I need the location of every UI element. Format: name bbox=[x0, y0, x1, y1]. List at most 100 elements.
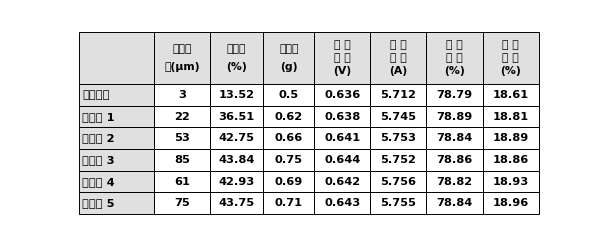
Bar bbox=[154, 106, 210, 127]
Bar bbox=[263, 106, 314, 127]
Text: 78.89: 78.89 bbox=[436, 112, 472, 122]
Bar bbox=[427, 193, 483, 214]
Bar bbox=[314, 149, 370, 171]
Text: 电 流: 电 流 bbox=[390, 53, 407, 63]
Text: 5.752: 5.752 bbox=[380, 155, 416, 165]
Text: 61: 61 bbox=[174, 177, 190, 187]
Text: 转 换: 转 换 bbox=[502, 40, 519, 50]
Bar bbox=[483, 106, 538, 127]
Text: 18.89: 18.89 bbox=[492, 133, 529, 143]
Text: 实施例 2: 实施例 2 bbox=[82, 133, 115, 143]
Bar bbox=[370, 149, 427, 171]
Text: 0.643: 0.643 bbox=[325, 198, 361, 208]
Bar bbox=[483, 84, 538, 106]
Bar bbox=[210, 84, 263, 106]
Bar bbox=[370, 106, 427, 127]
Bar bbox=[427, 127, 483, 149]
Text: 0.641: 0.641 bbox=[325, 133, 361, 143]
Text: 0.71: 0.71 bbox=[275, 198, 303, 208]
Bar bbox=[263, 171, 314, 193]
Text: 18.93: 18.93 bbox=[492, 177, 529, 187]
Text: 效 率: 效 率 bbox=[502, 53, 519, 63]
Bar bbox=[483, 149, 538, 171]
Text: (A): (A) bbox=[389, 66, 407, 76]
Text: 42.75: 42.75 bbox=[219, 133, 255, 143]
Text: 短 路: 短 路 bbox=[390, 40, 407, 50]
Text: 小(μm): 小(μm) bbox=[164, 62, 200, 72]
Text: 0.69: 0.69 bbox=[275, 177, 303, 187]
Bar bbox=[154, 171, 210, 193]
Text: 75: 75 bbox=[174, 198, 190, 208]
Text: 42.93: 42.93 bbox=[218, 177, 255, 187]
Bar bbox=[79, 149, 154, 171]
Text: 0.62: 0.62 bbox=[275, 112, 303, 122]
Bar bbox=[370, 32, 427, 84]
Text: 0.75: 0.75 bbox=[275, 155, 303, 165]
Bar bbox=[370, 127, 427, 149]
Text: 0.5: 0.5 bbox=[279, 90, 299, 100]
Text: 反射率: 反射率 bbox=[227, 44, 246, 54]
Bar bbox=[370, 171, 427, 193]
Bar bbox=[79, 106, 154, 127]
Text: 减薄量: 减薄量 bbox=[279, 44, 299, 54]
Bar bbox=[263, 32, 314, 84]
Text: 78.79: 78.79 bbox=[436, 90, 472, 100]
Text: 0.644: 0.644 bbox=[325, 155, 361, 165]
Text: 常规电池: 常规电池 bbox=[82, 90, 109, 100]
Text: 实施例 4: 实施例 4 bbox=[82, 177, 115, 187]
Bar bbox=[314, 106, 370, 127]
Bar bbox=[314, 171, 370, 193]
Text: 43.75: 43.75 bbox=[218, 198, 255, 208]
Text: 5.755: 5.755 bbox=[380, 198, 416, 208]
Text: 53: 53 bbox=[174, 133, 190, 143]
Text: 78.84: 78.84 bbox=[436, 198, 472, 208]
Text: 晶核大: 晶核大 bbox=[172, 44, 192, 54]
Bar bbox=[210, 149, 263, 171]
Bar bbox=[427, 106, 483, 127]
Bar bbox=[483, 171, 538, 193]
Bar bbox=[210, 193, 263, 214]
Bar bbox=[427, 32, 483, 84]
Bar bbox=[79, 84, 154, 106]
Text: 0.636: 0.636 bbox=[325, 90, 361, 100]
Text: (V): (V) bbox=[334, 66, 352, 76]
Bar bbox=[427, 171, 483, 193]
Bar bbox=[314, 127, 370, 149]
Bar bbox=[154, 127, 210, 149]
Text: 22: 22 bbox=[174, 112, 190, 122]
Text: 实施例 5: 实施例 5 bbox=[82, 198, 115, 208]
Bar bbox=[210, 171, 263, 193]
Bar bbox=[483, 193, 538, 214]
Bar bbox=[154, 32, 210, 84]
Bar bbox=[427, 149, 483, 171]
Text: 78.86: 78.86 bbox=[436, 155, 472, 165]
Bar bbox=[154, 149, 210, 171]
Text: 18.96: 18.96 bbox=[492, 198, 529, 208]
Text: 18.61: 18.61 bbox=[492, 90, 529, 100]
Bar bbox=[79, 171, 154, 193]
Bar bbox=[154, 84, 210, 106]
Text: 5.756: 5.756 bbox=[380, 177, 416, 187]
Text: 5.745: 5.745 bbox=[380, 112, 416, 122]
Bar bbox=[263, 84, 314, 106]
Bar bbox=[427, 84, 483, 106]
Text: 因 子: 因 子 bbox=[446, 53, 463, 63]
Text: 43.84: 43.84 bbox=[218, 155, 255, 165]
Text: (%): (%) bbox=[500, 66, 521, 76]
Text: 18.81: 18.81 bbox=[492, 112, 529, 122]
Text: 78.84: 78.84 bbox=[436, 133, 472, 143]
Bar bbox=[263, 149, 314, 171]
Bar bbox=[79, 127, 154, 149]
Bar bbox=[314, 84, 370, 106]
Bar bbox=[314, 32, 370, 84]
Bar bbox=[314, 193, 370, 214]
Bar bbox=[263, 193, 314, 214]
Bar bbox=[483, 32, 538, 84]
Text: 填 充: 填 充 bbox=[446, 40, 463, 50]
Bar bbox=[370, 193, 427, 214]
Text: 13.52: 13.52 bbox=[219, 90, 255, 100]
Bar bbox=[210, 127, 263, 149]
Bar bbox=[483, 127, 538, 149]
Text: 5.753: 5.753 bbox=[380, 133, 416, 143]
Bar bbox=[154, 193, 210, 214]
